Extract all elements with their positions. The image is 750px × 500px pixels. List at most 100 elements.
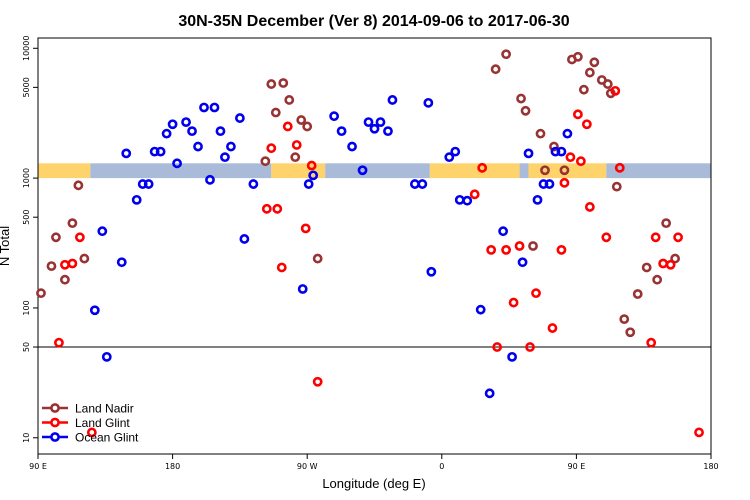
data-point [89,305,100,316]
data-point [329,111,340,122]
data-point [614,162,625,173]
landmask-land-segment [38,163,91,179]
landmask-land-segment [429,163,520,179]
data-point [619,314,630,325]
data-point [270,107,281,118]
data-point [369,123,380,134]
data-point [155,146,166,157]
data-point [516,93,526,104]
data-point [387,95,398,105]
y-tick-label: 10000 [22,36,31,61]
data-point [266,143,277,154]
data-point [517,257,528,268]
data-point [501,244,512,255]
data-point [101,351,112,362]
data-point [282,121,293,132]
landmask-bar [38,163,711,179]
data-point [215,126,226,137]
data-point [161,128,172,139]
y-tick-label: 500 [22,210,31,225]
data-point [181,117,191,128]
data-point [454,194,465,205]
data-point [60,259,70,270]
data-point [306,160,317,171]
data-point [67,258,78,269]
data-point [562,128,573,139]
x-tick-label: 180 [165,462,180,471]
data-point [239,234,250,244]
data-point [532,194,543,205]
data-point [86,427,97,438]
data-point [507,351,517,362]
x-tick-label: 90 E [568,462,586,471]
data-point [209,102,220,113]
data-point [302,121,313,132]
data-point [423,97,434,108]
data-point [625,327,636,338]
data-point [490,64,501,75]
data-point [498,226,509,237]
landmask-ocean-segment [325,163,430,179]
data-point [477,162,488,173]
data-point [514,241,525,251]
legend-label: Land Glint [75,416,130,430]
landmask-ocean-segment [90,163,272,179]
data-point [278,78,289,88]
data-point [226,141,236,152]
data-point [572,109,583,120]
data-point [308,170,319,181]
data-point [296,115,307,125]
data-point [556,146,567,157]
data-point [67,218,78,229]
data-point [508,297,519,308]
legend-label: Ocean Glint [75,431,139,445]
y-tick-label: 5000 [22,77,31,97]
data-point [297,284,308,294]
data-point [549,141,559,152]
x-tick-label: 90 E [29,462,47,471]
data-point [584,202,595,212]
data-point [444,152,455,163]
data-point [284,95,295,105]
series-land-nadir [36,49,681,338]
x-axis: 90 E 180 90 W 0 90 E 180 [29,454,719,471]
data-point [556,244,567,255]
data-point [172,158,182,169]
chart-title: 30N-35N December (Ver 8) 2014-09-06 to 2… [178,13,569,30]
data-point [670,253,681,264]
data-point [260,156,271,167]
y-axis-label: N Total [0,226,12,266]
data-point [60,274,70,285]
series-ocean-glint [89,95,573,399]
x-tick-label: 180 [703,462,718,471]
data-point [665,259,676,270]
data-point [97,226,108,237]
data-point [54,337,64,348]
data-point [523,148,534,159]
data-point [266,79,277,89]
data-point [601,232,612,243]
data-point [602,79,613,89]
data-point [547,323,558,333]
data-point [462,195,473,206]
series-land-glint [54,85,704,438]
data-point [73,180,84,191]
data-point [199,102,209,113]
data-point [632,289,643,299]
data-point [383,126,393,137]
data-point [143,179,154,189]
data-point [417,179,428,189]
data-point [300,223,311,234]
data-point [673,232,683,243]
data-point [347,141,357,152]
data-point [291,140,302,150]
data-point [520,105,531,116]
data-point [363,117,374,128]
x-tick-label: 90 W [297,462,318,471]
y-axis: 10 50 100 500 1000 5000 10000 [22,36,38,443]
data-point [426,266,437,277]
data-point [205,174,215,185]
data-point [187,126,197,137]
data-point [46,261,57,272]
